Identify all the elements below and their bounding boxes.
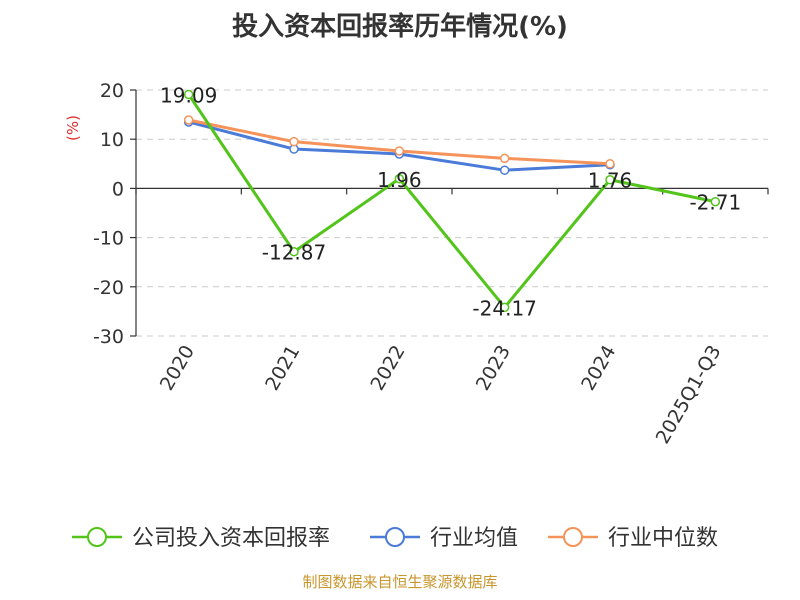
data-label: 1.96: [377, 168, 422, 192]
axes: [130, 89, 769, 337]
series-lines: [183, 89, 721, 313]
legend-label: 行业中位数: [608, 526, 718, 551]
legend: 公司投入资本回报率 行业均值 行业中位数: [72, 526, 718, 551]
data-label: -24.17: [472, 296, 536, 320]
data-point: [605, 159, 615, 169]
data-source-note: 制图数据来自恒生聚源数据库: [302, 573, 498, 591]
chart-title: 投入资本回报率历年情况(%): [232, 12, 568, 42]
data-point: [499, 153, 510, 164]
y-axis-unit: (%): [64, 115, 82, 141]
data-point: [289, 246, 299, 257]
data-label: 1.76: [588, 169, 633, 193]
data-point: [710, 196, 721, 207]
y-tick-label: -20: [93, 277, 124, 299]
x-tick-label: 2024: [577, 342, 620, 395]
grid-lines: [136, 89, 768, 337]
data-point: [394, 146, 405, 156]
legend-label: 公司投入资本回报率: [132, 526, 330, 551]
y-tick-label: -10: [93, 228, 124, 250]
x-tick-label: 2021: [261, 342, 304, 395]
x-tick-label: 2025Q1-Q3: [652, 342, 726, 448]
data-label: -2.71: [689, 191, 741, 215]
legend-marker: [563, 527, 583, 547]
legend-marker: [87, 527, 107, 547]
data-point: [499, 165, 510, 175]
data-point: [499, 302, 510, 313]
data-point: [183, 89, 194, 100]
data-label: 19.09: [160, 83, 217, 107]
x-tick-label: 2023: [472, 342, 515, 395]
data-point: [605, 174, 615, 185]
legend-label: 行业均值: [430, 526, 518, 551]
y-tick-label: 10: [100, 129, 124, 151]
y-tick-label: 0: [112, 178, 124, 200]
x-tick-label: 2022: [366, 342, 409, 395]
legend-marker: [385, 527, 405, 547]
y-tick-label: -30: [93, 326, 124, 348]
y-tick-label: 20: [100, 80, 124, 102]
x-tick-labels: 2020 2021 2022 2023 2024 2025Q1-Q3: [156, 342, 726, 448]
x-tick-label: 2020: [156, 342, 199, 395]
data-point: [183, 115, 194, 125]
y-tick-labels: 20 10 0 -10 -20 -30: [93, 80, 124, 348]
data-point: [394, 174, 405, 184]
series-line: [187, 93, 716, 309]
series-line: [188, 120, 611, 172]
data-point: [289, 136, 299, 147]
data-label: -12.87: [262, 241, 326, 265]
data-labels: 19.09 -12.87 1.96 -24.17 1.76 -2.71: [160, 83, 741, 320]
